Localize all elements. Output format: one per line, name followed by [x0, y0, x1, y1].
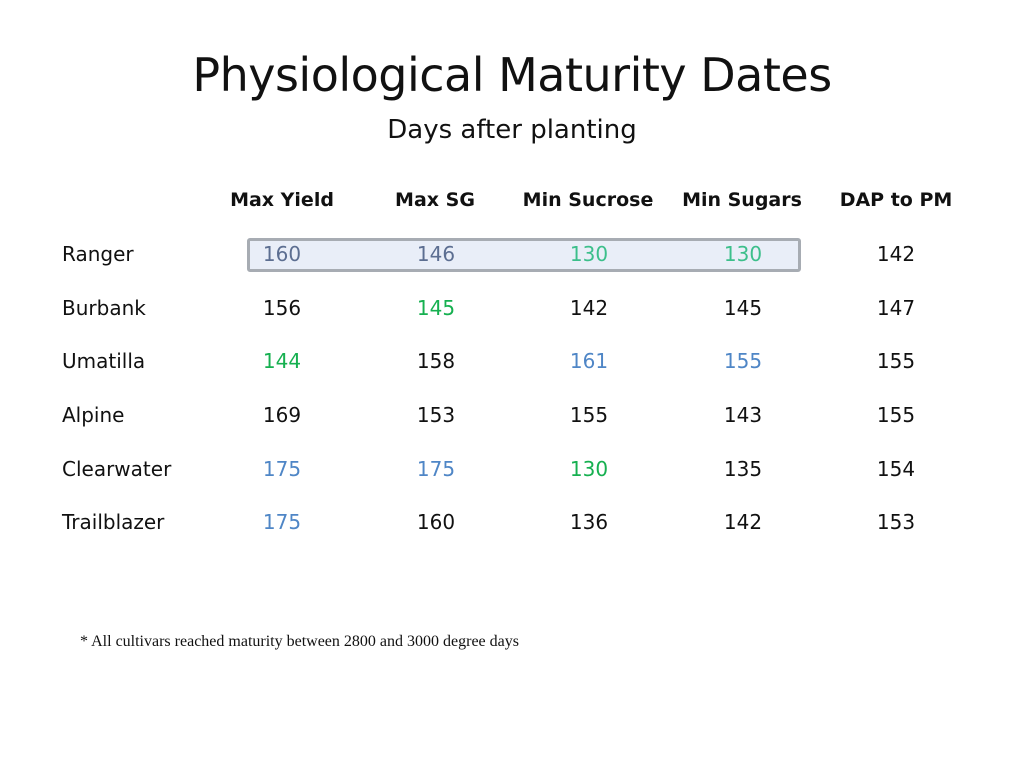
- table-cell: 130: [569, 457, 609, 481]
- table-cell: 169: [262, 403, 302, 427]
- column-header-max-yield: Max Yield: [230, 189, 334, 211]
- table-cell: 161: [569, 349, 609, 373]
- table-cell: 142: [723, 510, 763, 534]
- table-cell: 144: [262, 349, 302, 373]
- table-cell: 155: [723, 349, 763, 373]
- slide-subtitle: Days after planting: [387, 115, 637, 145]
- table-cell: 155: [876, 349, 916, 373]
- table-cell: 175: [416, 457, 456, 481]
- column-header-min-sucrose: Min Sucrose: [522, 189, 654, 211]
- column-header-max-sg: Max SG: [395, 189, 475, 211]
- table-cell: 155: [569, 403, 609, 427]
- table-cell: 147: [876, 296, 916, 320]
- table-cell: 146: [416, 242, 456, 266]
- cultivar-label: Clearwater: [62, 457, 172, 481]
- table-cell: 175: [262, 457, 302, 481]
- table-cell: 135: [723, 457, 763, 481]
- ranger-row-highlight: [247, 238, 801, 272]
- column-header-min-sugars: Min Sugars: [682, 189, 802, 211]
- table-cell: 130: [723, 242, 763, 266]
- table-cell: 142: [569, 296, 609, 320]
- table-cell: 142: [876, 242, 916, 266]
- cultivar-label: Ranger: [62, 242, 134, 266]
- table-cell: 154: [876, 457, 916, 481]
- table-cell: 158: [416, 349, 456, 373]
- table-cell: 145: [723, 296, 763, 320]
- table-cell: 130: [569, 242, 609, 266]
- table-cell: 143: [723, 403, 763, 427]
- footnote: * All cultivars reached maturity between…: [80, 633, 519, 650]
- table-cell: 160: [416, 510, 456, 534]
- slide-title: Physiological Maturity Dates: [192, 48, 832, 102]
- table-cell: 153: [876, 510, 916, 534]
- cultivar-label: Alpine: [62, 403, 125, 427]
- cultivar-label: Burbank: [62, 296, 146, 320]
- table-cell: 175: [262, 510, 302, 534]
- cultivar-label: Umatilla: [62, 349, 146, 373]
- table-cell: 153: [416, 403, 456, 427]
- table-cell: 160: [262, 242, 302, 266]
- table-cell: 156: [262, 296, 302, 320]
- cultivar-label: Trailblazer: [62, 510, 165, 534]
- table-cell: 155: [876, 403, 916, 427]
- table-cell: 145: [416, 296, 456, 320]
- table-cell: 136: [569, 510, 609, 534]
- column-header-dap-to-pm: DAP to PM: [839, 189, 953, 211]
